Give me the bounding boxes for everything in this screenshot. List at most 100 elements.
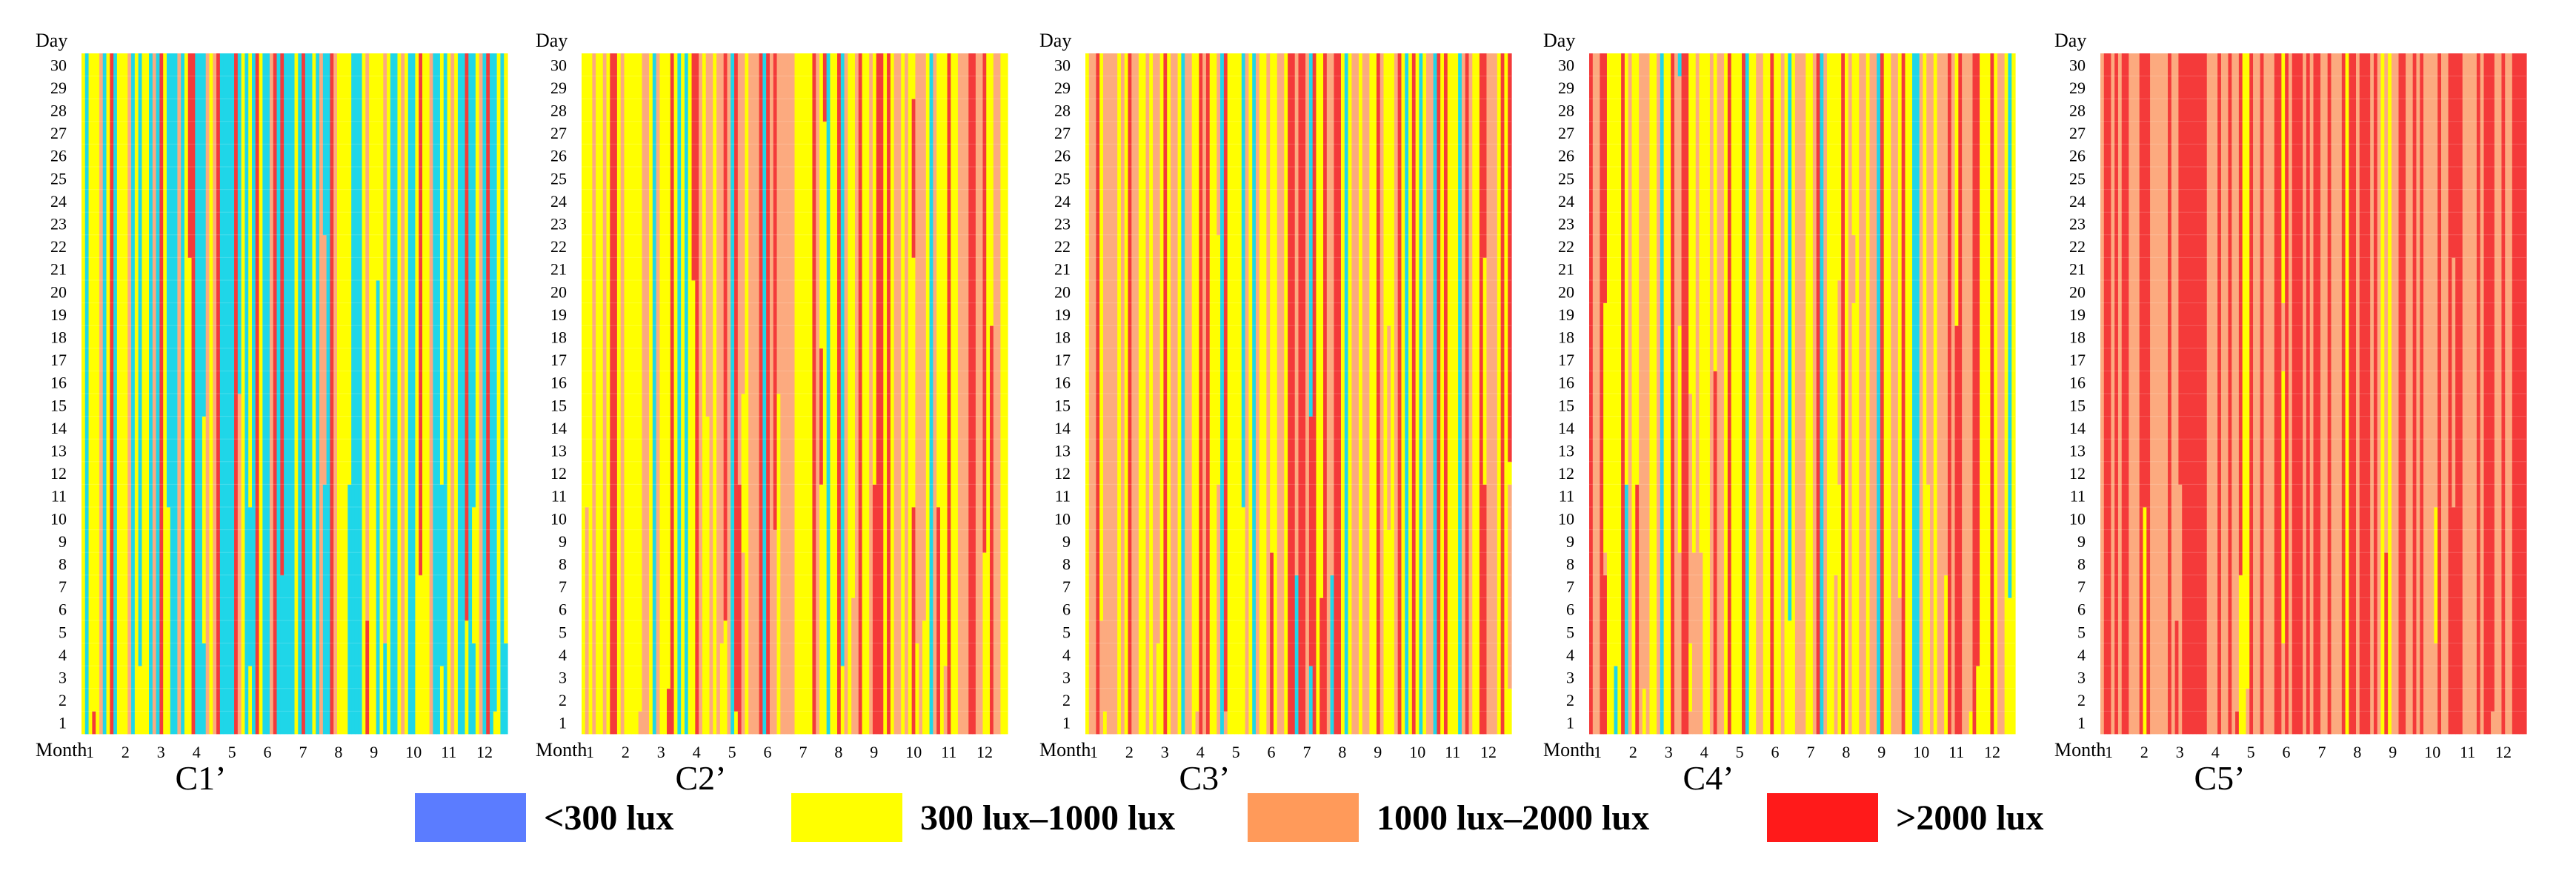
y-tick-label: 25 xyxy=(1054,169,1071,188)
y-tick-label: 23 xyxy=(50,215,67,234)
heatmap-cell xyxy=(1968,711,1974,735)
heatmap-cell xyxy=(2338,53,2343,508)
heatmap-cell xyxy=(252,53,256,735)
y-tick-label: 20 xyxy=(2069,282,2086,301)
heatmap-cell xyxy=(1713,371,1718,576)
heatmap-cell xyxy=(411,53,416,712)
heatmap-cell xyxy=(1798,53,1803,735)
heatmap-cell xyxy=(167,507,171,553)
heatmap-cell xyxy=(1642,552,1647,689)
heatmap-cell xyxy=(205,167,210,371)
heatmap-cell xyxy=(2157,53,2162,735)
heatmap-cell xyxy=(1685,53,1689,735)
heatmap-cell xyxy=(138,53,143,666)
heatmap-cell xyxy=(1316,53,1320,553)
heatmap-cell xyxy=(2186,53,2190,735)
heatmap-cell xyxy=(1447,552,1452,735)
y-tick-label: 13 xyxy=(1054,442,1071,460)
heatmap-cell xyxy=(280,574,284,735)
heatmap-cell xyxy=(1688,394,1693,485)
heatmap-cell xyxy=(1760,53,1764,735)
heatmap-cell xyxy=(1383,53,1388,735)
heatmap-cell xyxy=(142,529,146,735)
heatmap-cell xyxy=(1241,53,1246,508)
heatmap-cell xyxy=(1245,53,1250,735)
heatmap-cell xyxy=(1156,394,1161,643)
heatmap-cell xyxy=(1391,53,1395,666)
heatmap-cell xyxy=(805,53,810,621)
heatmap-cell xyxy=(1433,53,1437,735)
heatmap-cell xyxy=(2295,53,2300,735)
heatmap-cell xyxy=(358,53,363,666)
heatmap-cell xyxy=(1905,348,1909,576)
heatmap-cell xyxy=(96,53,100,508)
heatmap-cell xyxy=(2274,53,2279,735)
heatmap-cell xyxy=(1812,53,1817,735)
heatmap-cell xyxy=(1102,552,1108,712)
heatmap-cell xyxy=(187,416,193,553)
heatmap-cell xyxy=(805,620,810,712)
y-tick-label: 12 xyxy=(2069,464,2086,483)
heatmap-cell xyxy=(2200,53,2204,643)
heatmap-cell xyxy=(968,53,973,735)
heatmap-cell xyxy=(106,53,110,621)
heatmap-cell xyxy=(2228,53,2232,576)
heatmap-cell xyxy=(2267,53,2272,735)
heatmap-cell xyxy=(2121,643,2126,735)
heatmap-cell xyxy=(1348,53,1352,621)
heatmap-cell xyxy=(337,53,342,735)
y-axis-title: Day xyxy=(1543,30,1575,51)
heatmap-cell xyxy=(954,484,959,735)
heatmap-cell xyxy=(2146,53,2151,735)
heatmap-cell xyxy=(1990,53,1994,463)
heatmap-cell xyxy=(2416,711,2420,735)
heatmap-cell xyxy=(202,53,207,417)
heatmap-cell xyxy=(276,53,281,712)
heatmap-cell xyxy=(1866,53,1871,735)
heatmap-cell xyxy=(1915,416,1920,485)
heatmap-cell xyxy=(596,53,600,712)
heatmap-cell xyxy=(1391,666,1395,735)
heatmap-cell xyxy=(387,643,391,735)
heatmap-cell xyxy=(88,53,93,530)
heatmap-cell xyxy=(897,53,902,735)
y-tick-label: 21 xyxy=(1054,260,1071,279)
heatmap-cell xyxy=(1805,574,1810,735)
heatmap-cell xyxy=(1397,53,1402,735)
heatmap-cell xyxy=(308,53,313,735)
heatmap-cell xyxy=(2200,643,2204,735)
heatmap-cell xyxy=(705,53,710,417)
heatmap-cell xyxy=(1642,53,1647,553)
heatmap-cell xyxy=(2285,574,2289,735)
y-tick-label: 16 xyxy=(50,374,67,392)
heatmap-cell xyxy=(1663,507,1668,735)
heatmap-cell xyxy=(99,620,104,735)
heatmap-cell xyxy=(2103,53,2109,735)
heatmap-cell xyxy=(624,53,628,735)
heatmap-cell xyxy=(205,53,210,168)
heatmap-cell xyxy=(120,53,125,735)
heatmap-cell xyxy=(439,666,445,735)
heatmap-cell xyxy=(2458,53,2463,735)
heatmap-cell xyxy=(776,53,781,394)
heatmap-cell xyxy=(848,325,852,576)
heatmap-cell xyxy=(436,53,441,326)
heatmap-cell xyxy=(719,643,725,735)
heatmap-cell xyxy=(1387,53,1391,326)
y-tick-label: 20 xyxy=(550,282,567,301)
heatmap-cell xyxy=(1976,53,1980,666)
heatmap-cell xyxy=(2331,484,2335,530)
x-tick-label: 12 xyxy=(1984,743,2000,761)
heatmap-cell xyxy=(1426,53,1431,735)
heatmap-cell xyxy=(1802,53,1806,735)
heatmap-cell xyxy=(943,53,948,666)
heatmap-cell xyxy=(1748,394,1754,576)
heatmap-cell xyxy=(1195,711,1199,735)
heatmap-cell xyxy=(2203,53,2208,735)
heatmap-cell xyxy=(1827,53,1831,666)
heatmap-cell xyxy=(439,484,445,666)
heatmap-cell xyxy=(1763,711,1768,735)
heatmap-cell xyxy=(1873,688,1877,735)
heatmap-cell xyxy=(1859,53,1863,735)
heatmap-cell xyxy=(205,461,210,530)
